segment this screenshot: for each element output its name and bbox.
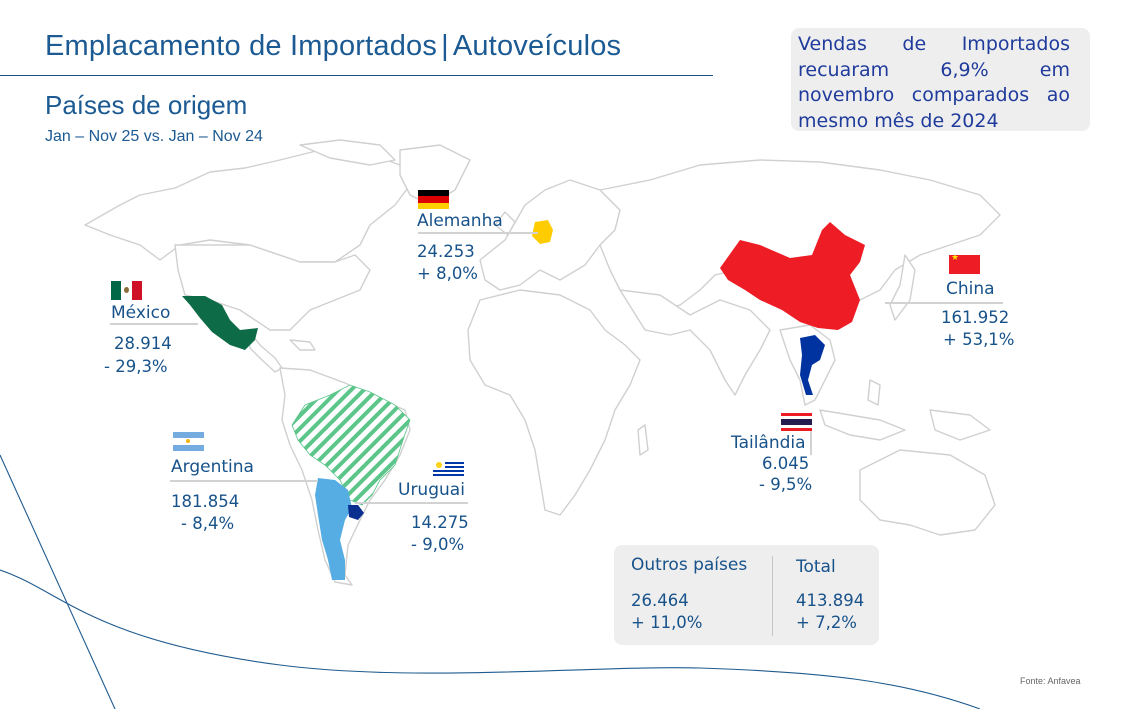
others-units: 26.464 (631, 591, 689, 610)
germany-units: 24.253 (417, 242, 475, 261)
total-units: 413.894 (796, 591, 865, 610)
highlight-callout: Vendas de Importados recuaram 6,9% em no… (791, 28, 1090, 132)
thailand-label: Tailândia (731, 433, 806, 453)
page-subtitle: Países de origem (45, 90, 248, 120)
period-label: Jan – Nov 25 vs. Jan – Nov 24 (45, 128, 263, 145)
title-divider (0, 75, 713, 76)
mexico-units: 28.914 (114, 334, 172, 353)
mexico-label: México (111, 303, 171, 323)
title-left: Emplacamento de Importados (45, 30, 438, 62)
argentina-change: - 8,4% (181, 514, 235, 533)
uruguay-change: - 9,0% (411, 535, 465, 554)
total-label: Total (796, 557, 836, 577)
argentina-units: 181.854 (171, 492, 240, 511)
title-right: Autoveículos (452, 30, 622, 62)
others-label: Outros países (631, 555, 748, 575)
germany-change: + 8,0% (417, 264, 478, 283)
brazil-shape (291, 384, 411, 506)
thailand-flag-icon (781, 413, 812, 431)
china-flag-icon: ★ (949, 255, 980, 274)
uruguay-shape (348, 505, 364, 520)
mexico-change: - 29,3% (104, 357, 168, 376)
page-title: Emplacamento de Importados | Autoveículos (45, 30, 621, 63)
uruguay-label: Uruguai (398, 480, 465, 500)
china-units: 161.952 (941, 308, 1010, 327)
summary-divider (772, 556, 773, 636)
source-note: Fonte: Anfavea (1020, 676, 1081, 686)
others-change: + 11,0% (631, 613, 703, 632)
china-label: China (946, 279, 995, 299)
decorative-curves (0, 454, 981, 709)
china-change: + 53,1% (943, 330, 1015, 349)
summary-panel (614, 545, 879, 645)
argentina-label: Argentina (171, 457, 254, 477)
germany-flag-icon (418, 190, 449, 209)
uruguay-flag-icon (433, 460, 464, 478)
title-separator: | (441, 30, 449, 62)
mexico-shape (182, 296, 258, 350)
thailand-shape (800, 335, 825, 395)
thailand-change: - 9,5% (759, 475, 813, 494)
total-change: + 7,2% (796, 613, 857, 632)
argentina-flag-icon (173, 432, 204, 451)
argentina-shape (315, 478, 352, 580)
thailand-units: 6.045 (762, 454, 810, 473)
china-shape (720, 222, 865, 330)
germany-label: Alemanha (417, 211, 503, 231)
germany-shape (532, 220, 553, 244)
uruguay-units: 14.275 (411, 513, 469, 532)
mexico-flag-icon (111, 281, 142, 300)
